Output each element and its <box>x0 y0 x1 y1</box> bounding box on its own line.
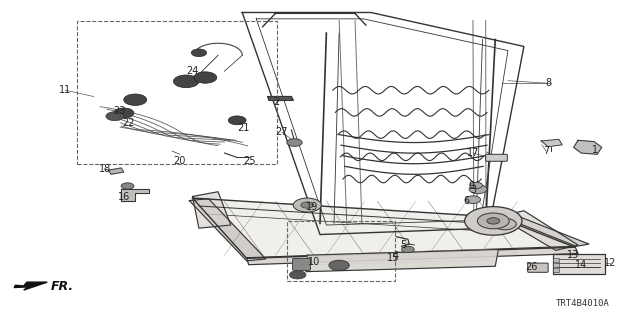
Polygon shape <box>573 140 602 154</box>
Circle shape <box>465 207 522 235</box>
Circle shape <box>329 260 349 270</box>
Bar <box>552 268 559 272</box>
Circle shape <box>124 94 147 105</box>
Circle shape <box>173 75 199 88</box>
Text: 19: 19 <box>306 202 319 212</box>
Circle shape <box>287 139 302 146</box>
Circle shape <box>289 271 306 279</box>
Circle shape <box>228 116 246 125</box>
Polygon shape <box>306 250 499 272</box>
Text: 4: 4 <box>392 251 398 261</box>
Polygon shape <box>193 198 575 258</box>
Polygon shape <box>189 199 266 261</box>
Bar <box>552 253 605 274</box>
Bar <box>552 258 559 262</box>
FancyBboxPatch shape <box>292 258 310 270</box>
Text: 1: 1 <box>592 146 598 156</box>
Polygon shape <box>108 168 124 174</box>
Text: 21: 21 <box>237 123 250 133</box>
Polygon shape <box>246 246 578 265</box>
Circle shape <box>106 112 124 121</box>
Text: 23: 23 <box>113 106 125 116</box>
Circle shape <box>301 202 314 208</box>
Text: 26: 26 <box>525 262 538 272</box>
Text: 7: 7 <box>543 146 549 156</box>
FancyBboxPatch shape <box>528 263 548 272</box>
Text: 6: 6 <box>463 196 470 206</box>
Circle shape <box>487 218 500 224</box>
Text: 18: 18 <box>99 164 111 174</box>
Bar <box>287 221 395 281</box>
Text: 24: 24 <box>186 66 199 76</box>
Circle shape <box>191 49 207 57</box>
Polygon shape <box>14 282 47 290</box>
Circle shape <box>293 198 321 212</box>
Polygon shape <box>121 188 149 201</box>
Circle shape <box>470 182 483 188</box>
Polygon shape <box>193 192 231 228</box>
Text: 27: 27 <box>275 127 288 137</box>
FancyBboxPatch shape <box>486 154 508 161</box>
Text: TRT4B4010A: TRT4B4010A <box>556 300 609 308</box>
Polygon shape <box>541 140 562 147</box>
Text: 12: 12 <box>604 258 616 268</box>
Text: 9: 9 <box>468 181 475 191</box>
Text: 11: 11 <box>59 85 71 95</box>
Polygon shape <box>505 215 589 246</box>
Text: FR.: FR. <box>51 280 74 293</box>
Polygon shape <box>499 211 578 251</box>
Circle shape <box>121 183 134 189</box>
Text: 22: 22 <box>123 117 135 128</box>
Circle shape <box>113 108 134 118</box>
Text: 10: 10 <box>307 257 320 267</box>
Text: 16: 16 <box>118 192 131 203</box>
Circle shape <box>401 246 414 252</box>
Text: 25: 25 <box>244 156 256 166</box>
Text: 3: 3 <box>470 185 476 195</box>
Circle shape <box>493 218 516 230</box>
Text: 8: 8 <box>545 78 551 88</box>
Text: 15: 15 <box>387 253 399 263</box>
Text: 14: 14 <box>575 260 588 270</box>
Text: 2: 2 <box>273 97 280 107</box>
Polygon shape <box>268 97 293 100</box>
Bar <box>77 21 276 164</box>
Text: 5: 5 <box>400 240 406 250</box>
Circle shape <box>194 72 217 83</box>
Circle shape <box>469 185 487 194</box>
Text: 20: 20 <box>173 156 186 166</box>
Circle shape <box>477 213 509 229</box>
Text: 17: 17 <box>467 148 479 158</box>
Bar <box>552 263 559 267</box>
Text: 13: 13 <box>567 250 579 260</box>
Circle shape <box>465 196 481 204</box>
